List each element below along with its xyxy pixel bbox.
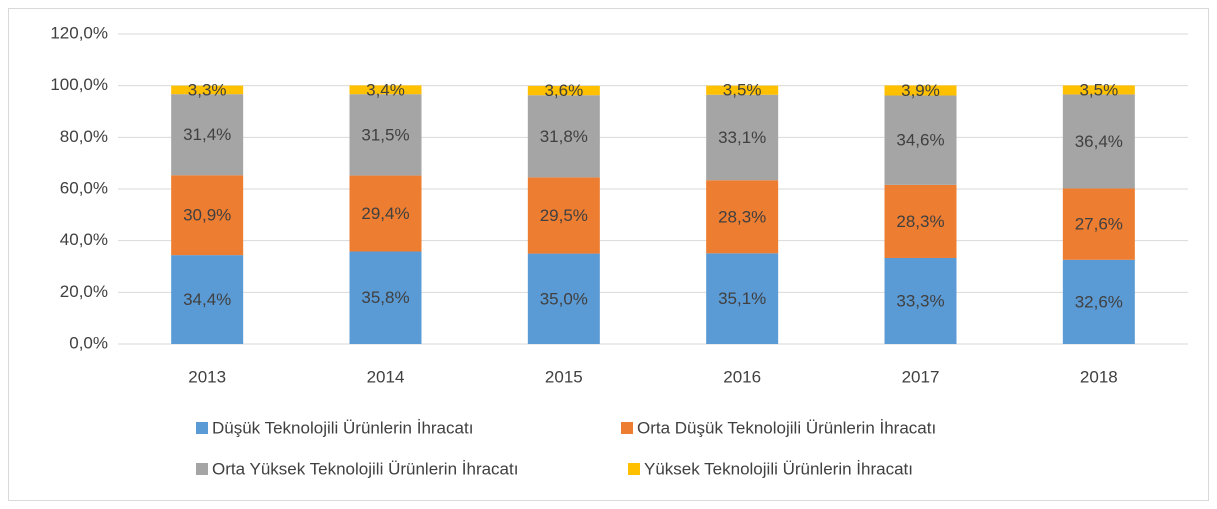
legend-label: Orta Yüksek Teknolojili Ürünlerin İhraca…	[212, 459, 518, 478]
y-tick-label: 120,0%	[50, 23, 108, 42]
bar-segment	[884, 257, 957, 344]
data-label: 31,4%	[183, 125, 231, 144]
x-tick-label: 2014	[367, 367, 405, 386]
data-label: 29,5%	[540, 206, 588, 225]
y-tick-label: 0,0%	[69, 333, 108, 352]
data-label: 33,3%	[896, 291, 944, 310]
legend-swatch	[196, 463, 208, 475]
x-tick-label: 2015	[545, 367, 583, 386]
data-label: 36,4%	[1075, 132, 1123, 151]
legend-label: Düşük Teknolojili Ürünlerin İhracatı	[212, 418, 473, 437]
data-label: 27,6%	[1075, 215, 1123, 234]
bar-segment	[884, 184, 957, 258]
y-tick-label: 60,0%	[60, 178, 108, 197]
bar-segment	[527, 85, 600, 96]
y-tick-label: 80,0%	[60, 127, 108, 146]
bar-segment	[706, 94, 779, 181]
data-label: 33,1%	[718, 128, 766, 147]
data-label: 31,8%	[540, 127, 588, 146]
bar-segment	[884, 85, 957, 96]
legend-swatch	[621, 422, 633, 434]
x-tick-label: 2018	[1080, 367, 1118, 386]
bar-segment	[1062, 188, 1135, 260]
y-tick-label: 40,0%	[60, 230, 108, 249]
legend-swatch	[196, 422, 208, 434]
x-tick-label: 2016	[723, 367, 761, 386]
bar-segment	[1062, 259, 1135, 344]
data-label: 3,5%	[723, 81, 762, 100]
bar-segment	[349, 175, 422, 252]
data-label: 3,6%	[544, 81, 583, 100]
bar-segment	[171, 94, 244, 176]
bar-segment	[884, 95, 957, 185]
data-label: 35,8%	[361, 288, 409, 307]
data-label: 34,4%	[183, 290, 231, 309]
bar-segment	[527, 177, 600, 254]
bar-segment	[349, 94, 422, 176]
bar-segment	[349, 251, 422, 344]
data-label: 31,5%	[361, 125, 409, 144]
bar-segment	[706, 85, 779, 95]
data-label: 34,6%	[896, 131, 944, 150]
bar-segment	[1062, 85, 1135, 95]
bar-segment	[527, 95, 600, 178]
bar-segment	[1062, 94, 1135, 189]
x-tick-label: 2017	[902, 367, 940, 386]
legend-swatch	[628, 463, 640, 475]
y-tick-label: 20,0%	[60, 282, 108, 301]
data-label: 35,1%	[718, 289, 766, 308]
bar-segment	[527, 253, 600, 344]
data-label: 35,0%	[540, 289, 588, 308]
data-label: 32,6%	[1075, 292, 1123, 311]
bar-segment	[706, 253, 779, 344]
bar-segment	[171, 175, 244, 256]
y-tick-label: 100,0%	[50, 75, 108, 94]
bar-segment	[706, 180, 779, 254]
data-label: 3,9%	[901, 81, 940, 100]
bar-segment	[171, 255, 244, 344]
legend-label: Yüksek Teknolojili Ürünlerin İhracatı	[644, 459, 913, 478]
data-label: 3,4%	[366, 80, 405, 99]
data-label: 28,3%	[896, 212, 944, 231]
data-label: 29,4%	[361, 204, 409, 223]
bar-segment	[349, 85, 422, 95]
x-tick-label: 2013	[188, 367, 226, 386]
data-label: 28,3%	[718, 207, 766, 226]
data-label: 30,9%	[183, 206, 231, 225]
legend-label: Orta Düşük Teknolojili Ürünlerin İhracat…	[637, 418, 936, 437]
bar-segment	[171, 85, 244, 95]
data-label: 3,3%	[188, 80, 227, 99]
data-label: 3,5%	[1079, 80, 1118, 99]
